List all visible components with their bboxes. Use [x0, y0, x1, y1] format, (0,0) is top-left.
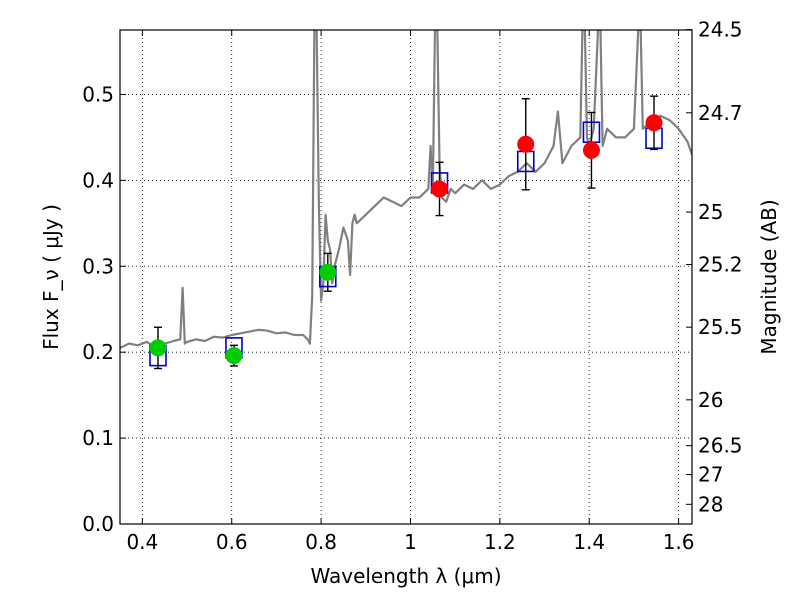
right-tick-label: 28	[698, 492, 723, 516]
photometry-point	[225, 347, 243, 365]
x-axis-label: Wavelength λ (μm)	[310, 564, 501, 588]
y-tick-label: 0.5	[82, 82, 114, 106]
data-marks	[149, 95, 663, 370]
grid	[120, 30, 692, 525]
plot-frame	[119, 29, 693, 525]
x-tick-label: 1.4	[573, 530, 605, 554]
photometry-point	[582, 141, 600, 159]
x-tick-label: 0.6	[216, 530, 248, 554]
right-tick-label: 27	[698, 463, 723, 487]
right-tick-label: 26.5	[698, 434, 743, 458]
right-tick-label: 26	[698, 388, 723, 412]
x-tick-label: 1	[404, 530, 417, 554]
right-tick-label: 24.5	[698, 18, 743, 42]
spectrum-line	[120, 30, 692, 349]
right-tick-label: 25.5	[698, 315, 743, 339]
x-tick-label: 0.8	[305, 530, 337, 554]
y-tick-label: 0.2	[82, 340, 114, 364]
y-axis-right-label: Magnitude (AB)	[757, 199, 781, 354]
x-tick-label: 1.6	[663, 530, 695, 554]
right-tick-label: 25	[698, 200, 723, 224]
photometry-point	[149, 339, 167, 357]
y-axis-label: Flux F_ν ( μJy )	[39, 204, 63, 350]
spectrum-layer	[120, 30, 692, 349]
x-tick-label: 1.2	[484, 530, 516, 554]
photometry-point	[431, 180, 449, 198]
photometry-point	[517, 135, 535, 153]
photometry-point	[319, 263, 337, 281]
right-tick-label: 25.2	[698, 253, 743, 277]
y-tick-label: 0.0	[82, 512, 114, 536]
right-tick-label: 24.7	[698, 101, 743, 125]
ticks: 0.4 0.6 0.8 1 1.2 1.4 1.6 0.0 0.1 0.2 0.3 0.4 0.5 24.…	[82, 18, 742, 554]
y-tick-label: 0.4	[82, 168, 114, 192]
y-tick-label: 0.1	[82, 426, 114, 450]
photometry-point	[645, 114, 663, 132]
y-tick-label: 0.3	[82, 254, 114, 278]
x-tick-label: 0.4	[126, 530, 158, 554]
